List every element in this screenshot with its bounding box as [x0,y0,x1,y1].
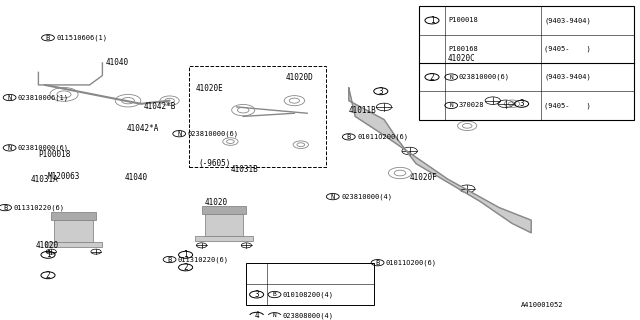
Text: 023810000(6): 023810000(6) [188,131,239,137]
Text: P100168: P100168 [448,46,477,52]
Text: 023810000(4): 023810000(4) [341,193,392,200]
Text: 41031B: 41031B [230,165,258,174]
Text: 010108200(4): 010108200(4) [283,291,334,298]
Text: (9405-    ): (9405- ) [544,102,591,108]
Text: B: B [347,134,351,140]
Text: 023810000(6): 023810000(6) [18,145,69,151]
Text: 41040: 41040 [125,173,148,182]
Bar [195,236,253,241]
Text: N: N [8,145,12,151]
Text: P100018: P100018 [448,18,477,23]
Text: 3: 3 [378,87,383,96]
Text: 01011O200(6): 01011O200(6) [386,260,437,266]
Polygon shape [349,88,531,233]
Text: B: B [376,260,380,266]
Text: 1: 1 [183,250,188,259]
Text: 1: 1 [429,16,435,25]
Bar [189,66,326,167]
Text: 1: 1 [45,250,51,259]
Bar [419,6,634,120]
Text: 41020: 41020 [205,198,228,207]
Text: (-9605): (-9605) [198,159,231,168]
Text: 41020F: 41020F [410,173,437,182]
Text: 023810006(1): 023810006(1) [18,94,69,101]
Text: M120063: M120063 [48,172,81,181]
Text: B: B [3,204,7,211]
Text: 41020D: 41020D [286,73,314,82]
Text: (9405-    ): (9405- ) [544,45,591,52]
Text: 01011O200(6): 01011O200(6) [357,133,408,140]
Text: 2: 2 [45,271,51,280]
Bar [202,206,246,214]
Text: N: N [331,194,335,200]
Text: 41042*A: 41042*A [127,124,159,133]
Text: B: B [168,257,172,262]
Text: 41031A: 41031A [31,175,58,184]
Text: 4: 4 [254,311,259,320]
Bar [205,214,243,236]
Text: 011510606(1): 011510606(1) [56,35,108,41]
Text: 023808000(4): 023808000(4) [283,313,334,319]
Bar [54,220,93,242]
Text: 011310220(6): 011310220(6) [13,204,65,211]
Text: 370028: 370028 [459,102,484,108]
Text: 41020: 41020 [35,241,58,250]
Text: 41020C: 41020C [448,54,476,63]
Text: A410001052: A410001052 [521,302,563,308]
Text: 2: 2 [183,263,188,272]
Text: N: N [8,94,12,100]
Text: 41011B: 41011B [349,106,376,115]
Text: 3: 3 [254,290,259,299]
Text: 011310220(6): 011310220(6) [178,256,229,263]
Bar [51,212,96,220]
Text: 2: 2 [429,73,435,82]
Text: N: N [177,131,181,137]
Text: 41020E: 41020E [195,84,223,92]
Text: N: N [449,75,453,80]
Bar [246,263,374,305]
Text: P100018: P100018 [38,150,71,159]
Bar [45,242,102,247]
Text: (9403-9404): (9403-9404) [544,17,591,24]
Text: 41040: 41040 [106,59,129,68]
Text: 41042*B: 41042*B [144,102,177,111]
Text: 3: 3 [519,99,524,108]
Text: (9403-9404): (9403-9404) [544,74,591,80]
Text: B: B [273,292,276,297]
Text: N: N [449,103,453,108]
Text: 023810000(6): 023810000(6) [459,74,510,80]
Text: N: N [273,313,276,318]
Text: B: B [46,35,50,41]
